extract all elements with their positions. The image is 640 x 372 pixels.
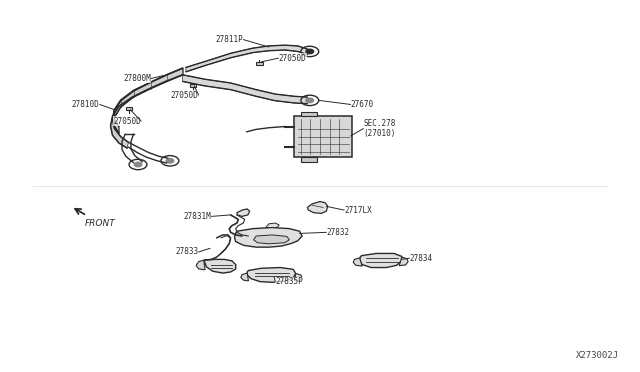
Text: 27050D: 27050D [171, 91, 198, 100]
Circle shape [306, 49, 314, 54]
Text: X273002J: X273002J [576, 351, 619, 360]
Bar [256, 62, 262, 65]
Circle shape [306, 98, 314, 103]
Polygon shape [399, 257, 408, 266]
Polygon shape [360, 253, 402, 267]
Polygon shape [353, 258, 362, 266]
Polygon shape [186, 45, 307, 72]
Polygon shape [204, 259, 236, 273]
Text: 27810D: 27810D [72, 100, 100, 109]
Polygon shape [253, 235, 289, 244]
Circle shape [166, 158, 173, 163]
Circle shape [134, 162, 142, 167]
Polygon shape [111, 68, 182, 148]
Text: 2717LX: 2717LX [344, 206, 372, 215]
Polygon shape [234, 228, 302, 247]
Text: 27800M: 27800M [123, 74, 151, 83]
Text: 27670: 27670 [351, 100, 374, 109]
Bar [189, 84, 196, 87]
Bar [301, 112, 317, 116]
Text: SEC.278
(27010): SEC.278 (27010) [364, 119, 396, 138]
Bar [301, 157, 317, 161]
Text: 27832: 27832 [326, 228, 349, 237]
Polygon shape [182, 75, 307, 104]
Polygon shape [307, 202, 328, 214]
Polygon shape [266, 223, 279, 228]
Text: 27831M: 27831M [184, 212, 211, 221]
Bar [126, 108, 132, 110]
Polygon shape [247, 267, 296, 282]
Text: 27050D: 27050D [278, 54, 307, 62]
Text: 27833: 27833 [175, 247, 198, 256]
Text: 27811P: 27811P [216, 35, 243, 44]
Text: 27834: 27834 [410, 254, 433, 263]
Text: 27050D: 27050D [113, 117, 141, 126]
Text: FRONT: FRONT [85, 219, 116, 228]
Polygon shape [294, 273, 302, 281]
Polygon shape [241, 273, 248, 281]
Polygon shape [196, 260, 205, 270]
Bar [294, 116, 352, 157]
Polygon shape [115, 68, 182, 133]
Text: 27835P: 27835P [275, 277, 303, 286]
Polygon shape [237, 209, 250, 217]
